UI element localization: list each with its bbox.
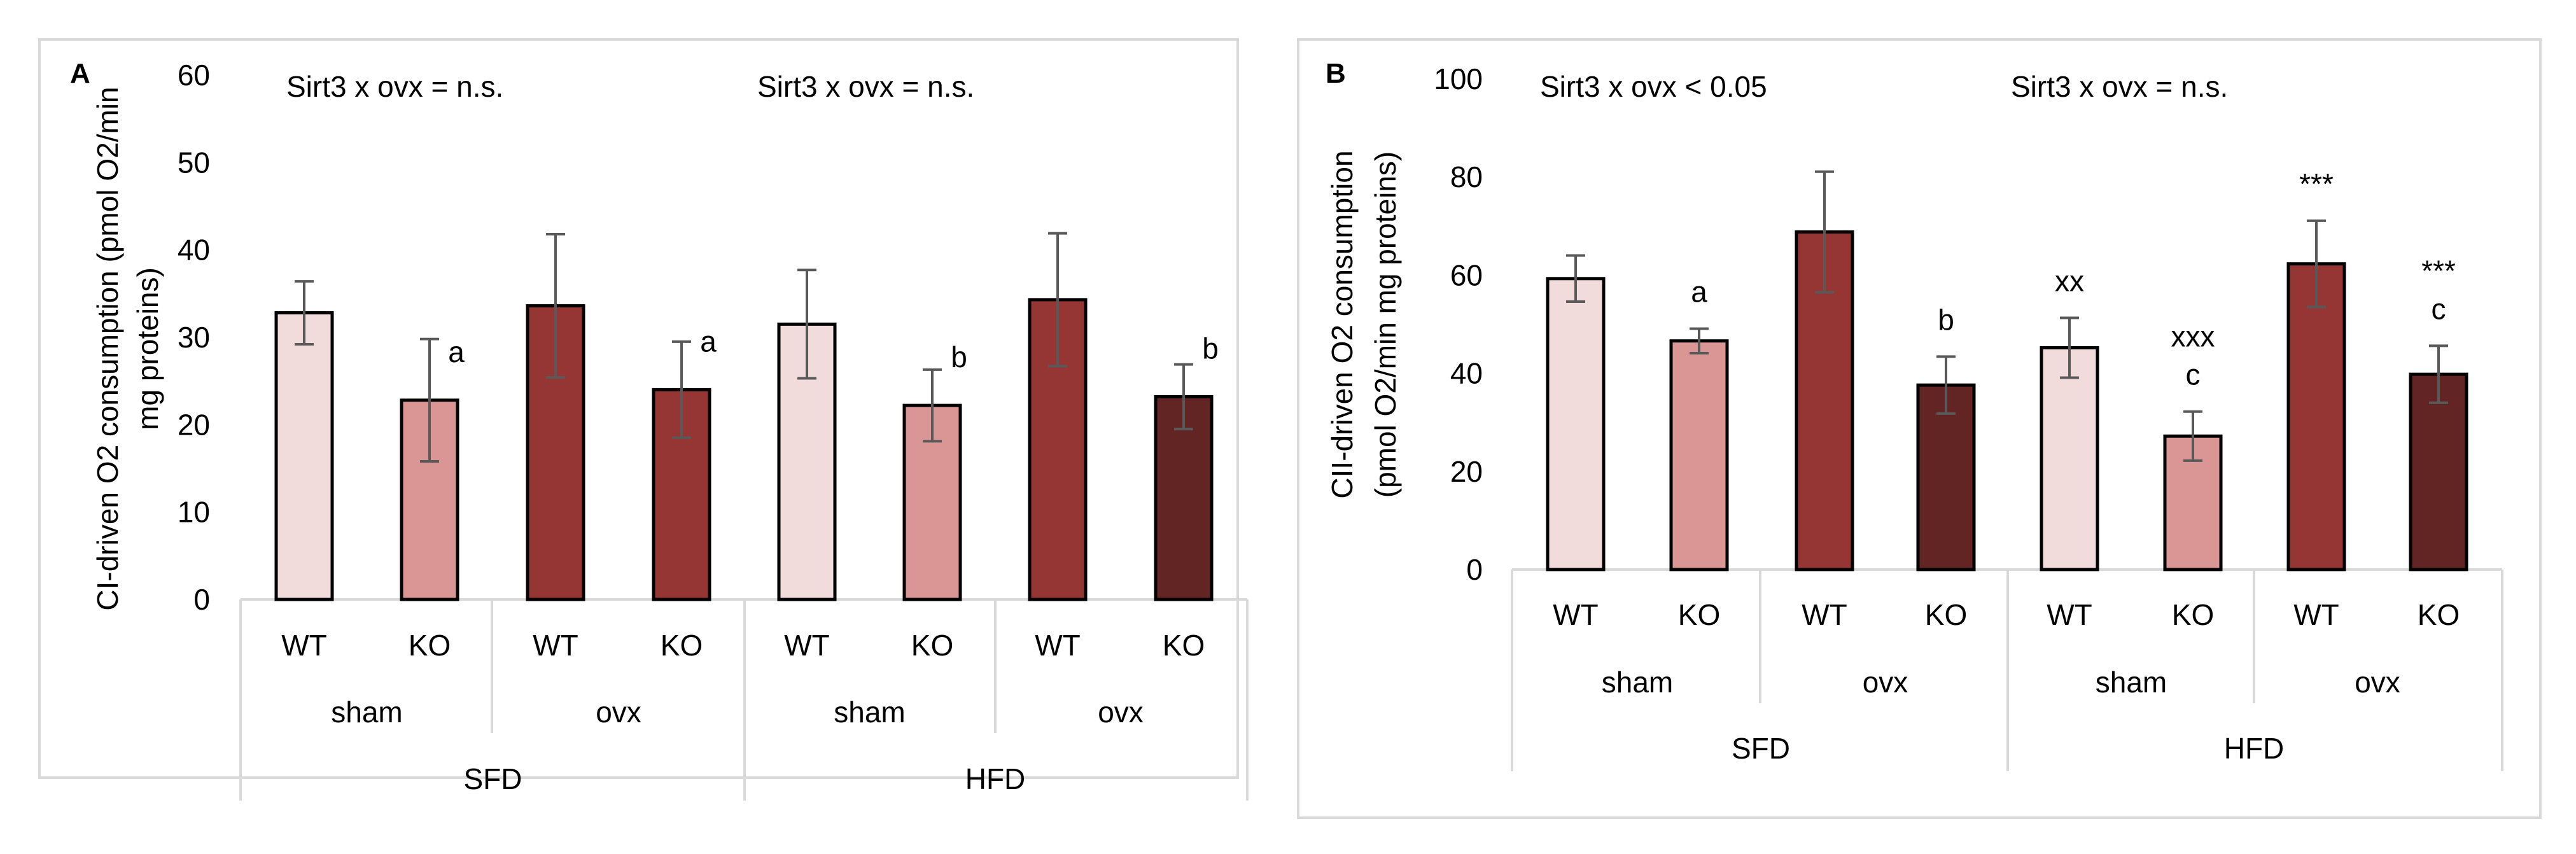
- diet-group-label: SFD: [464, 762, 522, 795]
- y-axis-title: (pmol O2/min mg proteins): [1369, 151, 1402, 498]
- y-tick-label: 10: [178, 496, 210, 529]
- y-tick-label: 40: [1450, 357, 1483, 390]
- significance-label: c: [2186, 358, 2201, 391]
- significance-label: a: [448, 335, 465, 368]
- bar: [2409, 372, 2468, 571]
- bar: [1669, 339, 1729, 571]
- category-label: KO: [1925, 598, 1967, 631]
- category-label: WT: [533, 629, 578, 662]
- surgery-group-label: ovx: [596, 696, 641, 729]
- y-tick-label: 30: [178, 321, 210, 354]
- y-tick-label: 20: [1450, 455, 1483, 488]
- significance-label: xx: [2055, 264, 2084, 297]
- interaction-note: Sirt3 x ovx = n.s.: [2011, 70, 2228, 103]
- bar: [2163, 434, 2223, 571]
- significance-label: ***: [2299, 167, 2334, 200]
- surgery-group-label: sham: [331, 696, 402, 729]
- surgery-group-label: sham: [2096, 666, 2167, 699]
- bar: [2040, 346, 2099, 571]
- category-label: KO: [911, 629, 953, 662]
- category-label: WT: [1802, 598, 1847, 631]
- significance-label: a: [700, 325, 717, 358]
- chart-panel-b: B 0 20 40 60 80 100 CII-driven O2 consumption (p…: [1297, 38, 2542, 819]
- category-label: KO: [1163, 629, 1205, 662]
- bar: [274, 311, 334, 601]
- y-axis-title: CII-driven O2 consumption: [1326, 150, 1359, 498]
- y-tick-label: 20: [178, 408, 210, 441]
- significance-label: b: [1202, 332, 1219, 365]
- category-label: KO: [661, 629, 703, 662]
- category-label: KO: [1678, 598, 1720, 631]
- y-tick-label: 60: [178, 59, 210, 92]
- surgery-group-label: sham: [834, 696, 905, 729]
- panel-label: B: [1326, 58, 1346, 89]
- interaction-note: Sirt3 x ovx = n.s.: [757, 70, 974, 103]
- category-label: WT: [2293, 598, 2339, 631]
- chart-panel-a: A 0 10 20 30 40 50 60 CI-driven O2 consumption (…: [38, 38, 1249, 801]
- category-label: WT: [1035, 629, 1081, 662]
- diet-group-label: HFD: [2224, 732, 2285, 765]
- category-label: KO: [409, 629, 451, 662]
- significance-label: ***: [2421, 254, 2456, 287]
- surgery-group-label: ovx: [2355, 666, 2400, 699]
- y-tick-label: 80: [1450, 160, 1483, 193]
- category-label: KO: [2418, 598, 2460, 631]
- y-tick-label: 0: [193, 583, 210, 616]
- surgery-group-label: ovx: [1098, 696, 1144, 729]
- significance-label: c: [2432, 292, 2446, 325]
- y-tick-label: 100: [1434, 62, 1483, 95]
- diet-group-label: HFD: [965, 762, 1026, 795]
- surgery-group-label: sham: [1602, 666, 1673, 699]
- significance-label: xxx: [2171, 320, 2215, 353]
- category-label: WT: [281, 629, 327, 662]
- category-label: WT: [784, 629, 830, 662]
- y-tick-label: 50: [178, 146, 210, 179]
- y-tick-label: 40: [178, 234, 210, 267]
- interaction-note: Sirt3 x ovx = n.s.: [286, 70, 503, 103]
- y-tick-label: 60: [1450, 258, 1483, 291]
- surgery-group-label: ovx: [1863, 666, 1908, 699]
- bar: [1546, 277, 1606, 571]
- bar: [2286, 262, 2346, 571]
- interaction-note: Sirt3 x ovx < 0.05: [1540, 70, 1767, 103]
- y-axis-title: CI-driven O2 consumption (pmol O2/min: [91, 87, 124, 610]
- significance-label: b: [951, 340, 967, 374]
- y-tick-label: 0: [1466, 553, 1483, 586]
- significance-label: b: [1938, 303, 1954, 336]
- category-label: KO: [2172, 598, 2214, 631]
- y-axis-title: mg proteins): [131, 267, 164, 430]
- diet-group-label: SFD: [1732, 732, 1790, 765]
- panel-label: A: [70, 58, 90, 89]
- significance-label: a: [1691, 275, 1707, 308]
- category-label: WT: [2047, 598, 2092, 631]
- category-label: WT: [1553, 598, 1599, 631]
